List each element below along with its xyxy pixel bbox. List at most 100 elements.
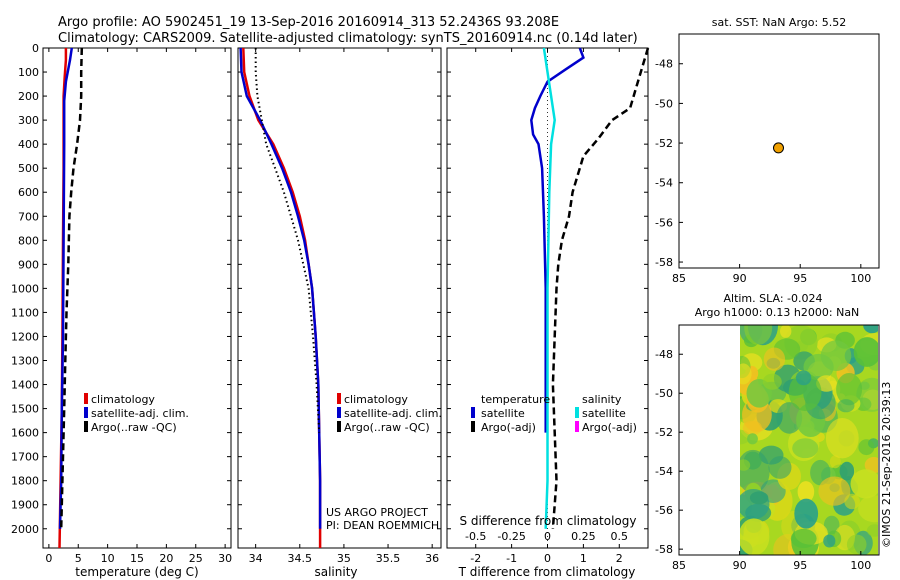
y-tick-label: 300 <box>18 114 39 127</box>
series-argo-raw-qc <box>59 47 84 529</box>
sla-field-blob <box>747 433 758 445</box>
sla-field-blob <box>858 495 878 523</box>
temperature-legend: climatology satellite-adj. clim. Argo(..… <box>84 393 189 434</box>
depth-axis: 0 100 200 300 400 500 600 700 800 900 1000 1100 1200… <box>11 42 231 536</box>
sla-field-blob <box>790 528 817 549</box>
x-tick-label: 25 <box>189 552 203 565</box>
salinity-y-ticks <box>238 47 441 530</box>
legend-label-argo: Argo(..raw -QC) <box>91 421 177 434</box>
sla-field-blob <box>823 534 836 548</box>
sla-field-blob <box>794 498 819 529</box>
legend-label-climatology: climatology <box>91 393 155 406</box>
map-y-tick-label: -52 <box>655 137 673 150</box>
sla-field-blob <box>740 518 770 555</box>
map-y-tick-label: -48 <box>655 58 673 71</box>
x-tick-label: 10 <box>101 552 115 565</box>
sla-field-blob <box>795 370 812 386</box>
temperature-axes-frame <box>42 47 232 549</box>
sla-colour-field <box>740 325 878 555</box>
map-x-tick-label: 100 <box>850 559 871 572</box>
legend-swatch-satellite <box>337 407 341 418</box>
x-tick-label: 34 <box>249 552 263 565</box>
legend-swatch-t-satellite <box>471 407 475 418</box>
header-line2: Climatology: CARS2009. Satellite-adjuste… <box>58 31 638 46</box>
map-y-tick-label: -48 <box>655 348 673 361</box>
difference-y-ticks <box>447 47 648 530</box>
y-tick-label: 700 <box>18 210 39 223</box>
salinity-panel: 34 34.5 35 35.5 36 salinity climatology sate… <box>237 47 442 579</box>
sla-map-axes: 85 90 95 100 -48 -50 -52 -54 -56 -58 <box>655 348 871 572</box>
map-y-tick-label: -50 <box>655 387 673 400</box>
x-tick-label: 36 <box>425 552 439 565</box>
y-tick-label: 500 <box>18 162 39 175</box>
legend-swatch-s-satellite <box>575 407 579 418</box>
sla-field-blob <box>740 363 752 385</box>
y-tick-label: 800 <box>18 234 39 247</box>
sla-field-blob <box>744 325 773 345</box>
sla-field-blob <box>742 420 763 436</box>
sla-field-blob <box>776 402 803 434</box>
map-x-tick-label: 90 <box>733 272 747 285</box>
x-tick-label: 0 <box>544 552 551 565</box>
t-difference-xlabel: T difference from climatology <box>458 565 636 579</box>
legend-title-salinity: salinity <box>582 393 622 406</box>
map-y-tick-label: -50 <box>655 97 673 110</box>
x-tick-label: 1 <box>580 552 587 565</box>
sla-map-frame <box>678 324 880 556</box>
legend-label-satellite: satellite-adj. clim. <box>91 407 189 420</box>
x-tick-label: 35.5 <box>376 552 401 565</box>
y-tick-label: 1000 <box>11 282 39 295</box>
difference-series <box>530 47 650 529</box>
legend-swatch-climatology <box>84 393 88 404</box>
sla-field-blob <box>844 493 860 510</box>
map-y-tick-label: -58 <box>655 543 673 556</box>
map-x-tick-label: 90 <box>733 559 747 572</box>
map-y-tick-label: -52 <box>655 426 673 439</box>
y-tick-label: 100 <box>18 66 39 79</box>
x2-tick-label: 0.25 <box>571 530 596 543</box>
legend-label-satellite: satellite-adj. clim. <box>344 407 442 420</box>
y-tick-label: 1100 <box>11 306 39 319</box>
salinity-difference-x-axis: -0.5 -0.25 0 0.25 0.5 <box>465 48 628 548</box>
map-y-tick-label: -54 <box>655 465 673 478</box>
x2-tick-label: 0.5 <box>611 530 629 543</box>
salinity-axes-frame <box>237 47 442 549</box>
legend-swatch-argo <box>84 421 88 432</box>
temperature-panel: 0100200300400500600700800900100011001200… <box>11 42 232 579</box>
sla-map-title2: Argo h1000: 0.13 h2000: NaN <box>695 306 860 319</box>
series-argo-raw-qc <box>254 48 321 433</box>
temperature-x-axis: 0 5 10 15 20 25 30 <box>45 48 232 565</box>
series-t-argo-adj <box>551 47 650 529</box>
pi-label: PI: DEAN ROEMMICH <box>326 519 439 532</box>
y-tick-label: 1600 <box>11 427 39 440</box>
x-tick-label: 34.5 <box>288 552 313 565</box>
sst-map-frame <box>678 33 880 269</box>
map-y-tick-label: -58 <box>655 256 673 269</box>
x2-tick-label: -0.5 <box>465 530 486 543</box>
legend-swatch-climatology <box>337 393 341 404</box>
difference-legend: temperature salinity satellite Argo(-adj… <box>471 393 637 434</box>
sla-map-title1: Altim. SLA: -0.024 <box>723 292 822 305</box>
sla-field-blob <box>837 399 855 413</box>
sla-field-blob <box>818 476 851 506</box>
legend-swatch-argo <box>337 421 341 432</box>
header-line1: Argo profile: AO 5902451_19 13-Sep-2016 … <box>58 15 559 30</box>
sla-field-blob <box>803 353 834 381</box>
sla-field-blob <box>850 469 878 499</box>
map-y-tick-label: -56 <box>655 216 673 229</box>
y-tick-label: 1300 <box>11 355 39 368</box>
sst-map: sat. SST: NaN Argo: 5.52 85 90 95 100 -48 -50… <box>655 16 880 285</box>
temperature-xlabel: temperature (deg C) <box>75 565 198 579</box>
y-tick-label: 900 <box>18 258 39 271</box>
sla-field-blob <box>797 481 815 503</box>
x-tick-label: -2 <box>470 552 481 565</box>
legend-label-climatology: climatology <box>344 393 408 406</box>
sla-field-blob <box>866 524 878 537</box>
x-tick-label: 20 <box>159 552 173 565</box>
legend-swatch-t-argo <box>471 421 475 432</box>
sla-field-blob <box>839 461 855 481</box>
project-label: US ARGO PROJECT <box>326 506 428 519</box>
sla-field-blob <box>829 455 841 469</box>
sla-field-blob <box>825 418 859 459</box>
